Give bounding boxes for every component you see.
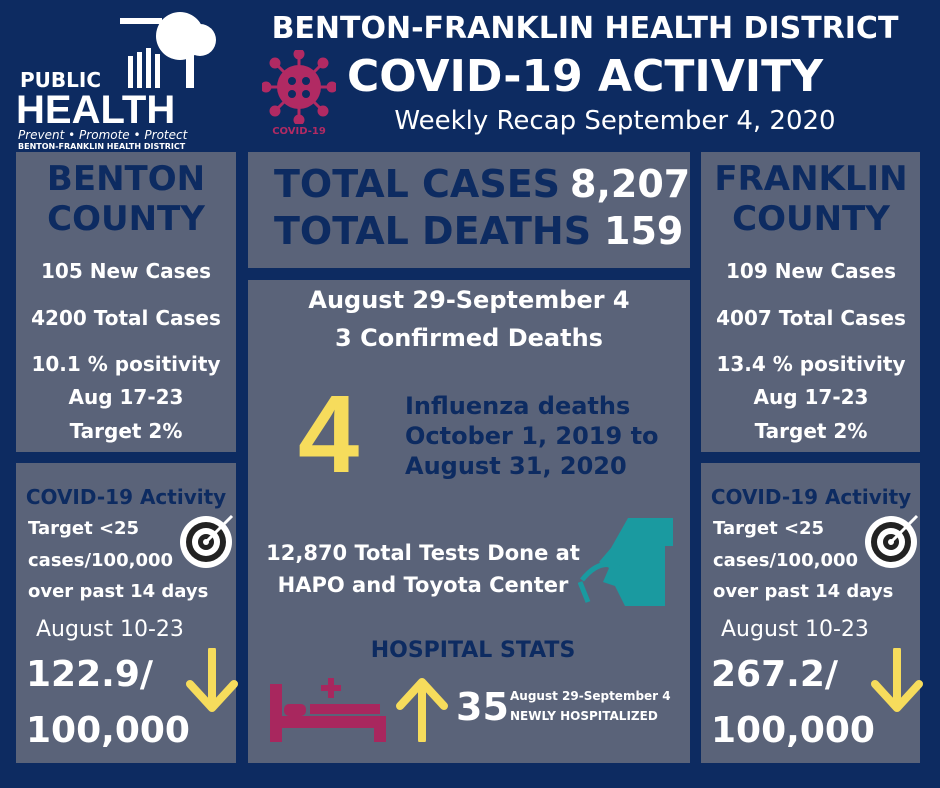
- target-icon: [180, 514, 234, 568]
- activity-target: Target <25: [28, 518, 140, 539]
- tests-text: HAPO and Toyota Center: [277, 573, 569, 597]
- panel: [701, 463, 920, 763]
- tests-text: 12,870 Total Tests Done at: [266, 541, 580, 565]
- rate-period: August 10-23: [36, 617, 184, 642]
- rate: 100,000: [711, 710, 875, 751]
- down-arrow: [871, 648, 923, 712]
- district-title: BENTON-FRANKLIN HEALTH DISTRICT: [271, 11, 899, 46]
- positivity: 10.1 % positivity: [31, 352, 221, 376]
- influenza-text: Influenza deaths: [405, 392, 631, 420]
- hospital-label: NEWLY HOSPITALIZED: [510, 709, 658, 723]
- panel: [248, 280, 690, 763]
- panel: [16, 463, 236, 763]
- activity-title: COVID-19 Activity: [25, 485, 227, 509]
- activity-target: over past 14 days: [28, 581, 209, 602]
- activity-target: cases/100,000: [28, 550, 174, 571]
- tree-icon: [120, 12, 216, 88]
- test-icon: [578, 518, 673, 606]
- hospital-period: August 29-September 4: [510, 689, 671, 703]
- county-name: BENTON: [46, 159, 206, 199]
- weekly-period: August 29-September 4: [308, 286, 630, 314]
- positivity-period: Aug 17-23: [68, 385, 184, 409]
- county-name: COUNTY: [47, 199, 205, 239]
- positivity: 13.4 % positivity: [716, 352, 906, 376]
- rate-period: August 10-23: [721, 617, 869, 642]
- influenza-text: October 1, 2019 to: [405, 422, 659, 450]
- logo-org: BENTON-FRANKLIN HEALTH DISTRICT: [18, 142, 186, 151]
- totals-label: TOTAL DEATHS: [274, 209, 592, 253]
- activity-target: cases/100,000: [713, 550, 859, 571]
- hospital-title: HOSPITAL STATS: [370, 638, 576, 663]
- virus-label: COVID-19: [272, 126, 326, 137]
- weekly-deaths: 3 Confirmed Deaths: [335, 324, 603, 352]
- panel: [701, 152, 920, 452]
- county-name: COUNTY: [732, 199, 890, 239]
- activity-title: COVID-19 Activity: [710, 485, 912, 509]
- totals-label: TOTAL CASES: [274, 162, 561, 206]
- panel: [16, 152, 236, 452]
- logo-text: HEALTH: [16, 88, 176, 132]
- panel: [248, 152, 690, 268]
- up-arrow: [396, 678, 448, 742]
- rate: 267.2/: [711, 654, 839, 695]
- total-cases: 4200 Total Cases: [31, 306, 221, 330]
- county-name: FRANKLIN: [714, 159, 908, 199]
- new-cases: 109 New Cases: [726, 259, 896, 283]
- totals-value: 159: [604, 209, 684, 253]
- bed-icon: [270, 678, 386, 742]
- activity-target: Target <25: [713, 518, 825, 539]
- influenza-text: August 31, 2020: [405, 452, 627, 480]
- influenza-count: 4: [298, 373, 360, 496]
- total-cases: 4007 Total Cases: [716, 306, 906, 330]
- rate: 100,000: [26, 710, 190, 751]
- logo-tagline: Prevent • Promote • Protect: [18, 128, 188, 142]
- positivity-period: Aug 17-23: [753, 385, 869, 409]
- totals-value: 8,207: [570, 162, 691, 206]
- target: Target 2%: [754, 419, 868, 443]
- target: Target 2%: [69, 419, 183, 443]
- main-title: COVID-19 ACTIVITY: [346, 51, 824, 102]
- subtitle: Weekly Recap September 4, 2020: [394, 106, 836, 136]
- rate: 122.9/: [26, 654, 154, 695]
- down-arrow: [186, 648, 238, 712]
- target-icon: [865, 514, 919, 568]
- activity-target: over past 14 days: [713, 581, 894, 602]
- logo-text: PUBLIC: [20, 68, 102, 92]
- new-cases: 105 New Cases: [41, 259, 211, 283]
- virus-icon: [262, 50, 336, 124]
- hospital-count: 35: [456, 685, 509, 729]
